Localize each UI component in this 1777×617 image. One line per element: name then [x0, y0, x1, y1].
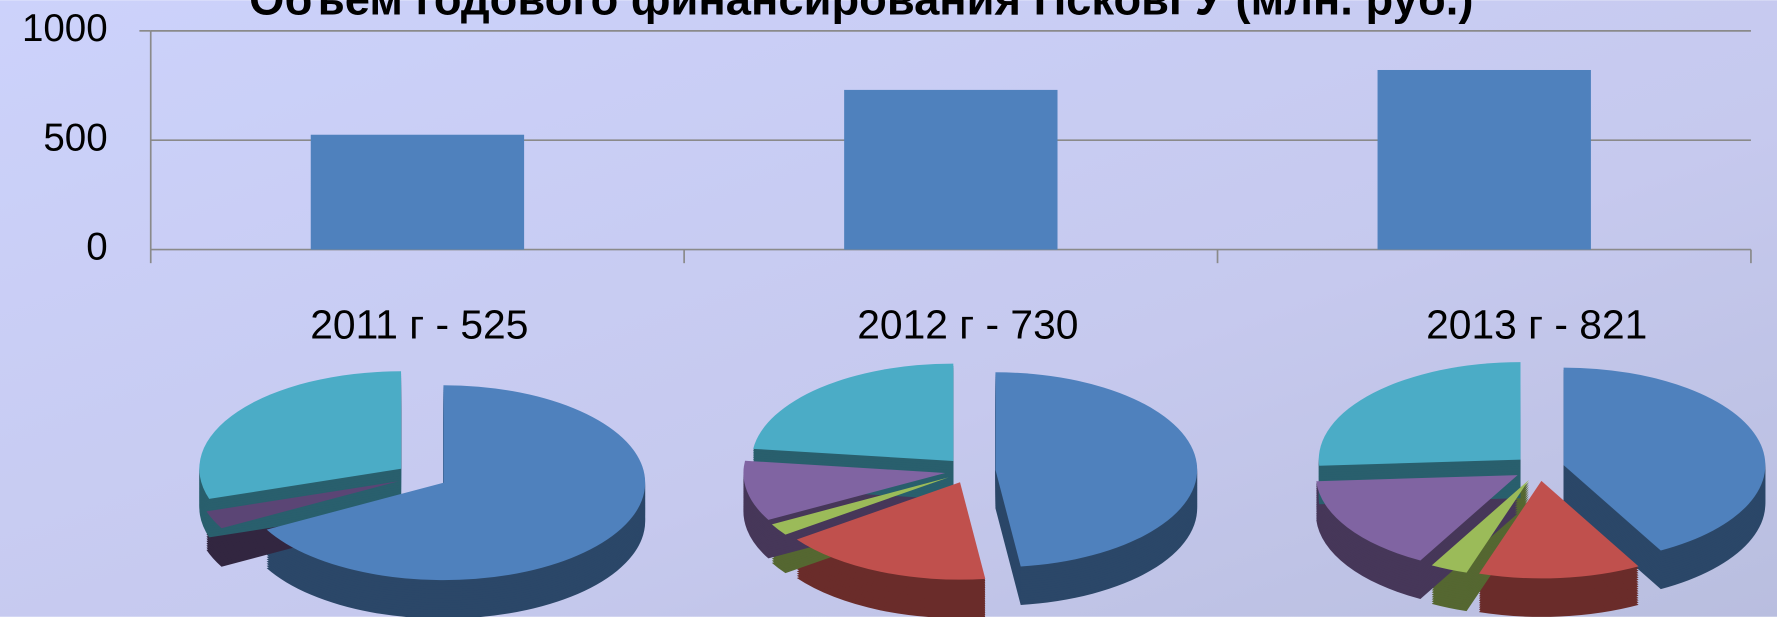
pie-title: 2013 г - 821 — [1426, 302, 1647, 348]
pie-slice — [199, 371, 402, 499]
pie-slice — [995, 372, 1198, 567]
pie-slice — [1563, 367, 1766, 551]
pie-slice — [206, 481, 399, 529]
pie-slice — [1431, 479, 1529, 573]
y-tick-label: 1000 — [22, 7, 108, 50]
pie-slice — [771, 477, 949, 535]
y-tick-label: 500 — [43, 116, 107, 159]
pie-title: 2012 г - 730 — [857, 302, 1078, 348]
pie-slice — [753, 363, 954, 462]
bar — [844, 89, 1058, 250]
pie-title: 2011 г - 525 — [310, 302, 528, 348]
bar — [310, 134, 525, 250]
pie-slice — [266, 385, 646, 581]
pie-slice — [1318, 362, 1521, 466]
bar — [1377, 69, 1591, 250]
pie-slice — [1316, 475, 1518, 561]
pie-slice — [796, 482, 986, 580]
chart-title: Объем годового финансирования ПсковГУ (м… — [249, 0, 1473, 24]
y-tick-label: 0 — [86, 226, 107, 269]
pie-slice — [743, 460, 946, 520]
pie-slice — [1479, 480, 1639, 579]
